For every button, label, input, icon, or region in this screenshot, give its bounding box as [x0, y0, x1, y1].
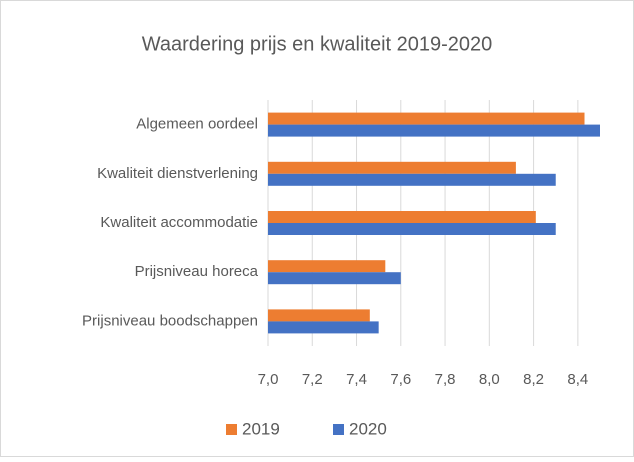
bar — [268, 211, 536, 223]
y-tick-label: Prijsniveau horeca — [135, 263, 259, 280]
x-tick-label: 7,8 — [435, 371, 456, 388]
bar — [268, 272, 401, 285]
y-tick-label: Kwaliteit dienstverlening — [97, 165, 258, 182]
bar — [268, 309, 370, 322]
x-tick-label: 7,0 — [258, 371, 279, 388]
bar — [268, 321, 379, 334]
legend-label: 2019 — [242, 419, 280, 438]
x-tick-label: 7,4 — [346, 371, 367, 388]
bar — [268, 112, 585, 125]
x-tick-label: 7,6 — [390, 371, 411, 388]
x-tick-label: 8,4 — [567, 371, 588, 388]
bar — [268, 161, 516, 174]
y-tick-label: Algemeen oordeel — [136, 116, 258, 133]
x-tick-label: 8,2 — [523, 371, 544, 388]
bar — [268, 223, 556, 235]
bar — [268, 173, 556, 186]
x-tick-label: 8,0 — [479, 371, 500, 388]
legend-label: 2020 — [349, 419, 387, 438]
bar — [268, 124, 600, 137]
legend-swatch — [226, 424, 237, 435]
x-tick-label: 7,2 — [302, 371, 323, 388]
y-tick-label: Prijsniveau boodschappen — [82, 312, 258, 329]
chart-title: Waardering prijs en kwaliteit 2019-2020 — [142, 33, 493, 55]
y-tick-label: Kwaliteit accommodatie — [100, 214, 258, 231]
bar — [268, 260, 386, 273]
legend-swatch — [333, 424, 344, 435]
